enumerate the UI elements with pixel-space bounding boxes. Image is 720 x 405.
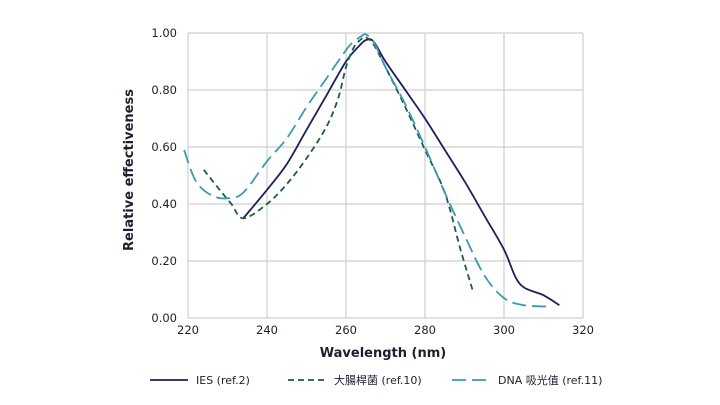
- x-tick-label: 240: [256, 323, 278, 337]
- y-tick-label: 0.60: [151, 140, 177, 154]
- x-tick-label: 280: [414, 323, 436, 337]
- x-axis-title: Wavelength (nm): [320, 346, 446, 361]
- y-tick-label: 0.80: [151, 83, 177, 97]
- y-tick-label: 1.00: [151, 26, 177, 40]
- series-line-1: [242, 38, 560, 306]
- series-line-2: [203, 35, 474, 290]
- tick-labels: 220 240 260 280 300 320 0.00 0.20 0.40 0.60 0.80 1.…: [151, 26, 594, 337]
- x-tick-label: 320: [572, 323, 594, 337]
- legend-label-3: DNA 吸光值 (ref.11): [498, 373, 602, 387]
- series-line-3: [183, 33, 552, 308]
- grid: [187, 32, 584, 319]
- x-tick-label: 220: [177, 323, 199, 337]
- y-tick-label: 0.20: [151, 254, 177, 268]
- legend-label-2: 大腸桿菌 (ref.10): [334, 373, 422, 387]
- x-tick-label: 260: [335, 323, 357, 337]
- y-tick-label: 0.40: [151, 197, 177, 211]
- series-layer: [183, 33, 560, 308]
- y-tick-label: 0.00: [151, 311, 177, 325]
- x-tick-label: 300: [493, 323, 515, 337]
- y-axis-title: Relative effectiveness: [122, 89, 137, 251]
- legend-label-1: IES (ref.2): [196, 374, 250, 387]
- legend: IES (ref.2) 大腸桿菌 (ref.10) DNA 吸光值 (ref.11): [150, 373, 602, 387]
